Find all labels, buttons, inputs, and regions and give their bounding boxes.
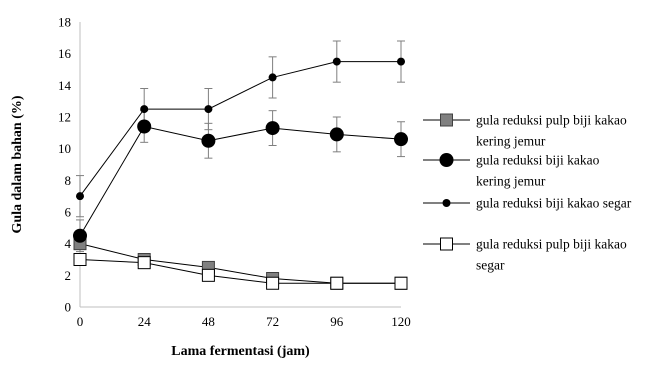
legend-marker (440, 237, 453, 251)
data-point (137, 119, 152, 134)
legend-item: gula reduksi biji kakao segar (423, 196, 632, 211)
legend-label: segar (476, 258, 505, 273)
series-line (79, 61, 401, 197)
series-lines (79, 61, 402, 284)
y-tick-label: 18 (58, 15, 71, 30)
x-tick-label: 48 (202, 314, 215, 329)
x-tick-label: 24 (138, 314, 152, 329)
y-tick-label: 16 (58, 46, 72, 61)
y-tick-label: 14 (58, 78, 72, 93)
legend: gula reduksi pulp biji kakao kering jemur… (423, 113, 632, 273)
data-point (330, 276, 344, 290)
series-markers (73, 57, 408, 290)
legend-label: kering jemur (476, 134, 546, 149)
data-point (266, 276, 280, 290)
y-tick-label: 8 (65, 173, 72, 188)
x-tick-label: 72 (266, 314, 279, 329)
data-point (140, 105, 149, 114)
data-point (329, 127, 344, 142)
y-tick-label: 0 (65, 300, 72, 315)
series-line (79, 243, 401, 284)
legend-label: gula reduksi pulp biji kakao (476, 113, 627, 128)
data-point (394, 276, 408, 290)
data-point (73, 228, 87, 243)
data-point (137, 256, 151, 270)
legend-marker (440, 113, 453, 127)
legend-label: kering jemur (476, 174, 546, 189)
legend-item: gula reduksi pulp biji kakao kering jemur (423, 113, 627, 149)
legend-item: gula reduksi pulp biji kakao segar (423, 237, 627, 273)
y-tick-label: 10 (58, 141, 71, 156)
series-line (79, 125, 402, 237)
y-tick-label: 12 (58, 110, 71, 125)
error-bars (76, 40, 405, 289)
y-axis-title: Gula dalam bahan (%) (10, 95, 25, 233)
data-point (394, 132, 408, 147)
x-tick-label: 120 (391, 314, 411, 329)
x-tick-label: 0 (77, 314, 84, 329)
axes (79, 22, 401, 308)
data-point (201, 268, 215, 282)
x-tick-label: 96 (330, 314, 344, 329)
data-point (268, 73, 277, 82)
legend-label: gula reduksi biji kakao segar (476, 196, 632, 211)
data-point (397, 57, 405, 66)
data-point (73, 253, 87, 266)
y-tick-label: 6 (65, 205, 72, 220)
legend-marker (439, 153, 454, 167)
data-point (76, 192, 84, 201)
legend-label: gula reduksi biji kakao (476, 153, 600, 168)
data-point (201, 133, 216, 148)
legend-item: gula reduksi biji kakao kering jemur (423, 153, 600, 189)
legend-marker (442, 199, 451, 207)
y-tick-label: 4 (65, 236, 72, 251)
data-point (204, 105, 213, 114)
legend-label: gula reduksi pulp biji kakao (476, 237, 627, 252)
data-point (332, 57, 341, 66)
series-line (79, 259, 401, 284)
y-tick-label: 2 (65, 268, 72, 283)
data-point (265, 121, 280, 136)
x-axis-title: Lama fermentasi (jam) (171, 344, 310, 359)
